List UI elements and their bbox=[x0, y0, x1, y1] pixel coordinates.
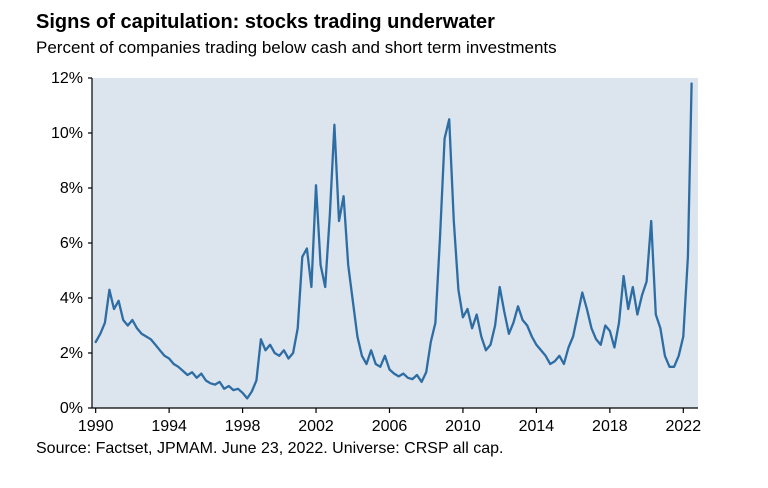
series-line bbox=[94, 82, 693, 400]
x-tick-label: 2006 bbox=[372, 418, 408, 435]
x-tick-label: 1994 bbox=[151, 418, 187, 435]
chart-page: Signs of capitulation: stocks trading un… bbox=[36, 11, 768, 458]
x-tick-label: 1990 bbox=[78, 418, 114, 435]
chart-area: 0% 2% 4% 6% 8% 10% 12% 1990 1994 1998 2002 2006 2010… bbox=[36, 66, 768, 438]
x-tick-label: 1998 bbox=[225, 418, 261, 435]
plot-background bbox=[92, 78, 698, 409]
y-tick-label: 6% bbox=[60, 235, 83, 252]
chart-source: Source: Factset, JPMAM. June 23, 2022. U… bbox=[36, 440, 504, 458]
x-tick-label: 2002 bbox=[298, 418, 334, 435]
y-tick-label: 8% bbox=[60, 180, 83, 197]
y-tick-label: 10% bbox=[51, 125, 83, 142]
y-tick-label: 0% bbox=[60, 400, 83, 417]
x-tick-label: 2014 bbox=[519, 418, 555, 435]
x-tick-label: 2010 bbox=[445, 418, 481, 435]
x-tick-label: 2022 bbox=[666, 418, 702, 435]
chart-title: Signs of capitulation: stocks trading un… bbox=[36, 11, 495, 33]
line-chart: 0% 2% 4% 6% 8% 10% 12% 1990 1994 1998 2002 2006 2010… bbox=[51, 70, 702, 435]
chart-subtitle: Percent of companies trading below cash … bbox=[36, 38, 557, 57]
x-tick-label: 2018 bbox=[592, 418, 628, 435]
y-tick-label: 4% bbox=[60, 290, 83, 307]
y-tick-label: 2% bbox=[60, 345, 83, 362]
y-tick-label: 12% bbox=[51, 70, 83, 87]
